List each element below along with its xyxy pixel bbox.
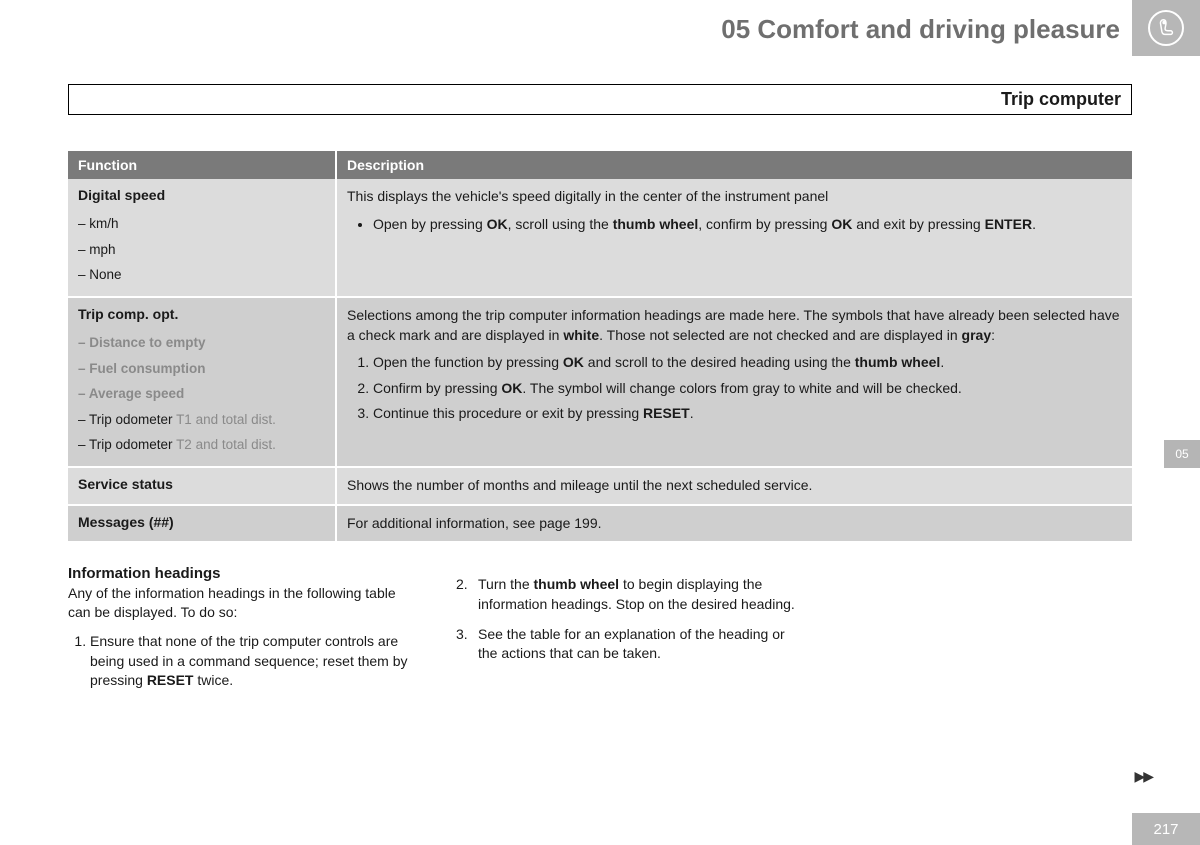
section-title: Trip computer <box>68 84 1132 115</box>
info-column-left: Information headings Any of the informat… <box>68 565 418 701</box>
description-step: Continue this procedure or exit by press… <box>373 404 1122 424</box>
info-step: Ensure that none of the trip computer co… <box>90 632 418 691</box>
info-steps-list-continued: Turn the thumb wheel to begin displaying… <box>478 575 806 663</box>
table-row: Trip comp. opt. – Distance to empty – Fu… <box>68 297 1132 467</box>
col-header-function: Function <box>68 151 336 179</box>
function-sub-item: – Fuel consumption <box>78 356 325 382</box>
function-name: Digital speed <box>78 187 325 203</box>
description-bullet: Open by pressing OK, scroll using the th… <box>373 215 1122 235</box>
function-sub-item: – None <box>78 262 325 288</box>
info-steps-list: Ensure that none of the trip computer co… <box>90 632 418 691</box>
function-name: Messages (##) <box>78 514 325 530</box>
seat-icon <box>1148 10 1184 46</box>
info-column-right: Turn the thumb wheel to begin displaying… <box>456 565 806 701</box>
function-table: Function Description Digital speed – km/… <box>68 151 1132 543</box>
page-number: 217 <box>1132 813 1200 845</box>
chapter-icon-badge <box>1132 0 1200 56</box>
info-headings-section: Information headings Any of the informat… <box>68 565 1132 701</box>
function-name: Trip comp. opt. <box>78 306 325 322</box>
table-header-row: Function Description <box>68 151 1132 179</box>
table-row: Service status Shows the number of month… <box>68 467 1132 505</box>
description-bullets: Open by pressing OK, scroll using the th… <box>373 215 1122 235</box>
function-sub-item: – Trip odometer T1 and total dist. <box>78 407 325 433</box>
page-content: Trip computer Function Description Digit… <box>68 84 1132 701</box>
function-sub-item: – Distance to empty <box>78 330 325 356</box>
function-sub-list: – km/h – mph – None <box>78 211 325 288</box>
function-name: Service status <box>78 476 325 492</box>
description-step: Confirm by pressing OK. The symbol will … <box>373 379 1122 399</box>
function-sub-item: – mph <box>78 237 325 263</box>
col-header-description: Description <box>336 151 1132 179</box>
function-sub-item: – Trip odometer T2 and total dist. <box>78 432 325 458</box>
description-intro: This displays the vehicle's speed digita… <box>347 187 1122 207</box>
table-row: Digital speed – km/h – mph – None This d… <box>68 179 1132 297</box>
description-step: Open the function by pressing OK and scr… <box>373 353 1122 373</box>
chapter-title: 05 Comfort and driving pleasure <box>721 14 1120 45</box>
info-headings-intro: Any of the information headings in the f… <box>68 584 418 622</box>
function-sub-list: – Distance to empty – Fuel consumption –… <box>78 330 325 458</box>
description-intro: Selections among the trip computer infor… <box>347 306 1122 345</box>
description-text: For additional information, see page 199… <box>347 514 1122 534</box>
function-sub-item: – km/h <box>78 211 325 237</box>
info-headings-title: Information headings <box>68 565 418 582</box>
description-text: Shows the number of months and mileage u… <box>347 476 1122 496</box>
info-step: See the table for an explanation of the … <box>478 625 806 664</box>
table-row: Messages (##) For additional information… <box>68 505 1132 543</box>
continuation-icon: ▶▶ <box>1134 768 1152 785</box>
function-sub-item: – Average speed <box>78 381 325 407</box>
description-steps: Open the function by pressing OK and scr… <box>373 353 1122 424</box>
chapter-tab: 05 <box>1164 440 1200 468</box>
info-step: Turn the thumb wheel to begin displaying… <box>478 575 806 614</box>
